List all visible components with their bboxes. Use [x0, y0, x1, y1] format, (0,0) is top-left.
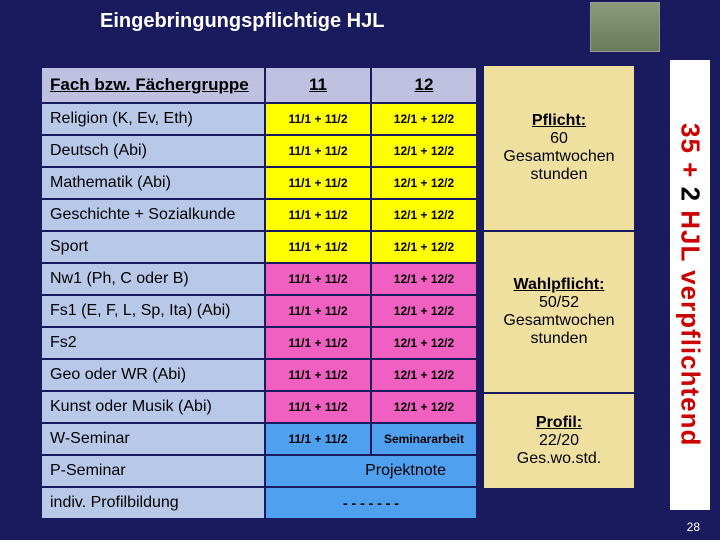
sidebar-box: Wahlpflicht:50/52Gesamtwochenstunden [484, 232, 634, 392]
subject-cell: Deutsch (Abi) [42, 136, 264, 166]
cell-11: 11/1 + 11/2 [266, 232, 370, 262]
sidebar-box: Profil:22/20Ges.wo.std. [484, 394, 634, 488]
merged-cell: - - - - - - - [266, 488, 476, 518]
cell-12: 12/1 + 12/2 [372, 104, 476, 134]
sidebar: Pflicht:60GesamtwochenstundenWahlpflicht… [484, 66, 634, 520]
table-row: Religion (K, Ev, Eth)11/1 + 11/212/1 + 1… [42, 104, 476, 134]
page-title: Eingebringungspflichtige HJL [100, 10, 384, 33]
subject-cell: Religion (K, Ev, Eth) [42, 104, 264, 134]
subject-cell: Nw1 (Ph, C oder B) [42, 264, 264, 294]
cell-12: 12/1 + 12/2 [372, 168, 476, 198]
table-row: Mathematik (Abi)11/1 + 11/212/1 + 12/2 [42, 168, 476, 198]
table-row: Nw1 (Ph, C oder B)11/1 + 11/212/1 + 12/2 [42, 264, 476, 294]
subject-cell: P-Seminar [42, 456, 264, 486]
subject-cell: indiv. Profilbildung [42, 488, 264, 518]
cell-12: 12/1 + 12/2 [372, 136, 476, 166]
cell-11: 11/1 + 11/2 [266, 264, 370, 294]
sidebar-line: 50/52 [486, 294, 632, 312]
cell-11: 11/1 + 11/2 [266, 136, 370, 166]
subjects-table: Fach bzw. Fächergruppe 11 12 Religion (K… [40, 66, 478, 520]
cell-11: 11/1 + 11/2 [266, 200, 370, 230]
subject-cell: Geschichte + Sozialkunde [42, 200, 264, 230]
sidebar-line: Gesamtwochen [486, 312, 632, 330]
cell-12: 12/1 + 12/2 [372, 232, 476, 262]
cell-11: 11/1 + 11/2 [266, 328, 370, 358]
col-subject: Fach bzw. Fächergruppe [42, 68, 264, 102]
cell-12: 12/1 + 12/2 [372, 296, 476, 326]
table-row: Geo oder WR (Abi)11/1 + 11/212/1 + 12/2 [42, 360, 476, 390]
subject-cell: Fs1 (E, F, L, Sp, Ita) (Abi) [42, 296, 264, 326]
cell-11: 11/1 + 11/2 [266, 168, 370, 198]
table-row: Fs211/1 + 11/212/1 + 12/2 [42, 328, 476, 358]
cell-12: 12/1 + 12/2 [372, 360, 476, 390]
vtext-p2: 2 [676, 187, 706, 202]
sidebar-heading: Wahlpflicht: [486, 276, 632, 294]
subject-cell: Mathematik (Abi) [42, 168, 264, 198]
cell-12: 12/1 + 12/2 [372, 264, 476, 294]
table-row: Deutsch (Abi)11/1 + 11/212/1 + 12/2 [42, 136, 476, 166]
cell-11: 11/1 + 11/2 [266, 360, 370, 390]
col-12: 12 [372, 68, 476, 102]
sidebar-line: stunden [486, 166, 632, 184]
sidebar-line: 60 [486, 130, 632, 148]
merged-cell: Projektnote [266, 456, 476, 486]
table-row: indiv. Profilbildung- - - - - - - [42, 488, 476, 518]
cell-11: 11/1 + 11/2 [266, 296, 370, 326]
subject-cell: W-Seminar [42, 424, 264, 454]
main-content: Fach bzw. Fächergruppe 11 12 Religion (K… [40, 66, 634, 520]
table-row: P-SeminarProjektnote [42, 456, 476, 486]
cell-11: 11/1 + 11/2 [266, 424, 370, 454]
table-row: Fs1 (E, F, L, Sp, Ita) (Abi)11/1 + 11/21… [42, 296, 476, 326]
sidebar-heading: Profil: [486, 414, 632, 432]
subject-cell: Geo oder WR (Abi) [42, 360, 264, 390]
cell-11: 11/1 + 11/2 [266, 392, 370, 422]
subject-cell: Sport [42, 232, 264, 262]
vtext-p3: HJL verpflichtend [676, 202, 706, 446]
sidebar-line: 22/20 [486, 432, 632, 450]
cell-12: 12/1 + 12/2 [372, 328, 476, 358]
col-11: 11 [266, 68, 370, 102]
table-row: Geschichte + Sozialkunde11/1 + 11/212/1 … [42, 200, 476, 230]
page-number: 28 [687, 520, 700, 534]
subject-cell: Fs2 [42, 328, 264, 358]
vertical-text: 35 + 2 HJL verpflichtend [675, 123, 706, 446]
vtext-p1: 35 + [676, 123, 706, 187]
subject-cell: Kunst oder Musik (Abi) [42, 392, 264, 422]
table-row: Sport11/1 + 11/212/1 + 12/2 [42, 232, 476, 262]
sidebar-box: Pflicht:60Gesamtwochenstunden [484, 66, 634, 230]
sidebar-line: stunden [486, 330, 632, 348]
cell-11: 11/1 + 11/2 [266, 104, 370, 134]
sidebar-line: Gesamtwochen [486, 148, 632, 166]
vertical-banner: 35 + 2 HJL verpflichtend [670, 60, 710, 510]
sidebar-line: Ges.wo.std. [486, 450, 632, 468]
table-row: W-Seminar11/1 + 11/2Seminararbeit [42, 424, 476, 454]
cell-12: 12/1 + 12/2 [372, 392, 476, 422]
cell-12: 12/1 + 12/2 [372, 200, 476, 230]
header-logo [590, 2, 660, 52]
table-row: Kunst oder Musik (Abi)11/1 + 11/212/1 + … [42, 392, 476, 422]
sidebar-heading: Pflicht: [486, 112, 632, 130]
cell-12: Seminararbeit [372, 424, 476, 454]
